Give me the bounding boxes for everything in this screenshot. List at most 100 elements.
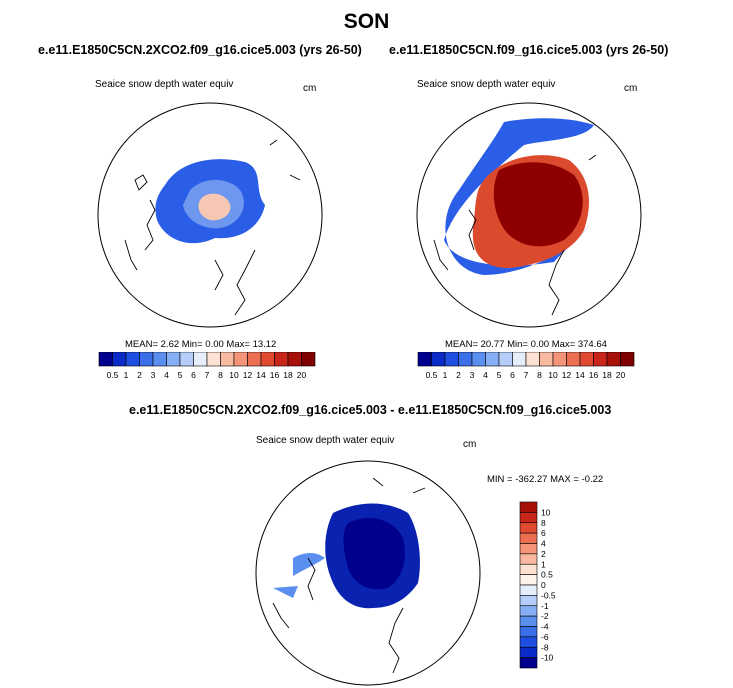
colorbar-tick-label: 8 <box>537 370 542 380</box>
colorbar-swatch <box>166 352 181 367</box>
min-label: Min= <box>181 339 203 350</box>
colorbar-tick-label: 10 <box>229 370 239 380</box>
colorbar-swatch <box>112 352 127 367</box>
colorbar-tick-label: 4 <box>164 370 169 380</box>
colorbar-tick-label: 14 <box>575 370 585 380</box>
diff-units: cm <box>463 439 477 450</box>
colorbar-swatch <box>519 615 538 627</box>
panel2-stats: MEAN= 20.77 Min= 0.00 Max= 374.64 <box>445 339 607 350</box>
colorbar-swatch <box>519 636 538 648</box>
colorbar-swatch <box>519 584 538 596</box>
colorbar-tick-label: 20 <box>616 370 626 380</box>
colorbar-swatch <box>519 512 538 524</box>
land-outline <box>272 477 426 674</box>
panel1-field-label: Seaice snow depth water equiv <box>95 79 234 90</box>
colorbar-swatch <box>139 352 154 367</box>
colorbar-swatch <box>566 352 581 367</box>
colorbar-swatch <box>519 501 538 513</box>
colorbar-swatch <box>519 657 538 669</box>
colorbar-tick-label: 5 <box>178 370 183 380</box>
panel2-case-title: e.e11.E1850C5CN.f09_g16.cice5.003 (yrs 2… <box>389 43 669 57</box>
snow-field-high <box>493 162 583 247</box>
snow-field-low <box>444 118 594 275</box>
colorbar-tick-label: 6 <box>191 370 196 380</box>
colorbar-swatch <box>519 522 538 534</box>
colorbar-tick-label: -8 <box>541 642 549 652</box>
colorbar-tick-label: 1 <box>541 559 546 569</box>
colorbar-swatch <box>287 352 302 367</box>
colorbar-swatch <box>519 605 538 617</box>
colorbar-tick-label: -1 <box>541 601 549 611</box>
colorbar-tick-label: 14 <box>256 370 266 380</box>
colorbar-swatch <box>152 352 167 367</box>
diff-field-light <box>273 553 325 598</box>
colorbar-tick-label: 16 <box>589 370 599 380</box>
colorbar-swatch <box>206 352 221 367</box>
panel1-colorbar: 0.5 1 2 3 4 5 6 7 8 10 12 14 16 18 20 <box>98 352 316 380</box>
colorbar-tick-label: 2 <box>456 370 461 380</box>
colorbar-swatch <box>620 352 635 367</box>
colorbar-tick-label: 18 <box>283 370 293 380</box>
colorbar-tick-label: 12 <box>562 370 572 380</box>
colorbar-tick-label: 12 <box>243 370 253 380</box>
colorbar-swatch <box>539 352 554 367</box>
colorbar-swatch <box>519 574 538 586</box>
max-label: Max= <box>226 339 250 350</box>
land-outline <box>433 154 597 316</box>
panel2-units: cm <box>624 83 638 94</box>
colorbar-tick-label: 2 <box>137 370 142 380</box>
colorbar-tick-label: 6 <box>510 370 515 380</box>
min-label: Min= <box>507 339 528 350</box>
colorbar-tick-label: -10 <box>541 653 554 663</box>
colorbar-swatch <box>274 352 289 367</box>
colorbar-swatch <box>260 352 275 367</box>
colorbar-tick-label: 0.5 <box>107 370 119 380</box>
colorbar-swatch <box>98 352 113 367</box>
colorbar-tick-label: 0.5 <box>426 370 438 380</box>
colorbar-tick-label: 6 <box>541 528 546 538</box>
colorbar-tick-label: 2 <box>541 549 546 559</box>
colorbar-tick-label: 1 <box>443 370 448 380</box>
colorbar-swatch <box>519 595 538 607</box>
colorbar-tick-label: 18 <box>602 370 612 380</box>
colorbar-swatch <box>220 352 235 367</box>
min-value: 0.00 <box>530 339 550 350</box>
colorbar-swatch <box>519 646 538 658</box>
colorbar-tick-label: 8 <box>218 370 223 380</box>
colorbar-tick-label: 7 <box>524 370 529 380</box>
mean-value: 2.62 <box>160 339 180 350</box>
colorbar-tick-label: 0.5 <box>541 570 553 580</box>
colorbar-tick-label: 3 <box>470 370 475 380</box>
min-value: 0.00 <box>205 339 224 350</box>
colorbar-tick-label: 1 <box>124 370 129 380</box>
panel1-polar-map <box>97 102 323 328</box>
mean-value: 20.77 <box>480 339 505 350</box>
diff-polar-map <box>255 460 481 686</box>
panel2-colorbar: 0.5 1 2 3 4 5 6 7 8 10 12 14 16 18 20 <box>417 352 635 380</box>
colorbar-swatch <box>247 352 262 367</box>
colorbar-swatch <box>125 352 140 367</box>
colorbar-tick-label: 7 <box>205 370 210 380</box>
colorbar-swatch <box>498 352 513 367</box>
diff-minmax: MIN = -362.27 MAX = -0.22 <box>487 474 604 485</box>
mean-label: MEAN= <box>445 339 478 350</box>
diff-field-label: Seaice snow depth water equiv <box>256 435 395 446</box>
colorbar-swatch <box>519 563 538 575</box>
colorbar-swatch <box>512 352 527 367</box>
colorbar-swatch <box>471 352 486 367</box>
colorbar-swatch <box>431 352 446 367</box>
colorbar-tick-label: 10 <box>541 507 551 517</box>
diff-field-deep <box>343 518 405 590</box>
colorbar-swatch <box>301 352 316 367</box>
colorbar-swatch <box>525 352 540 367</box>
land-outline <box>124 139 301 316</box>
colorbar-tick-label: -6 <box>541 632 549 642</box>
colorbar-swatch <box>485 352 500 367</box>
max-label: Max= <box>551 339 576 350</box>
colorbar-swatch <box>519 626 538 638</box>
colorbar-tick-label: 20 <box>297 370 307 380</box>
colorbar-tick-label: -4 <box>541 622 549 632</box>
panel2-polar-map <box>416 102 642 328</box>
colorbar-tick-label: 10 <box>548 370 558 380</box>
panel1-stats: MEAN= 2.62 Min= 0.00 Max= 13.12 <box>125 339 276 350</box>
